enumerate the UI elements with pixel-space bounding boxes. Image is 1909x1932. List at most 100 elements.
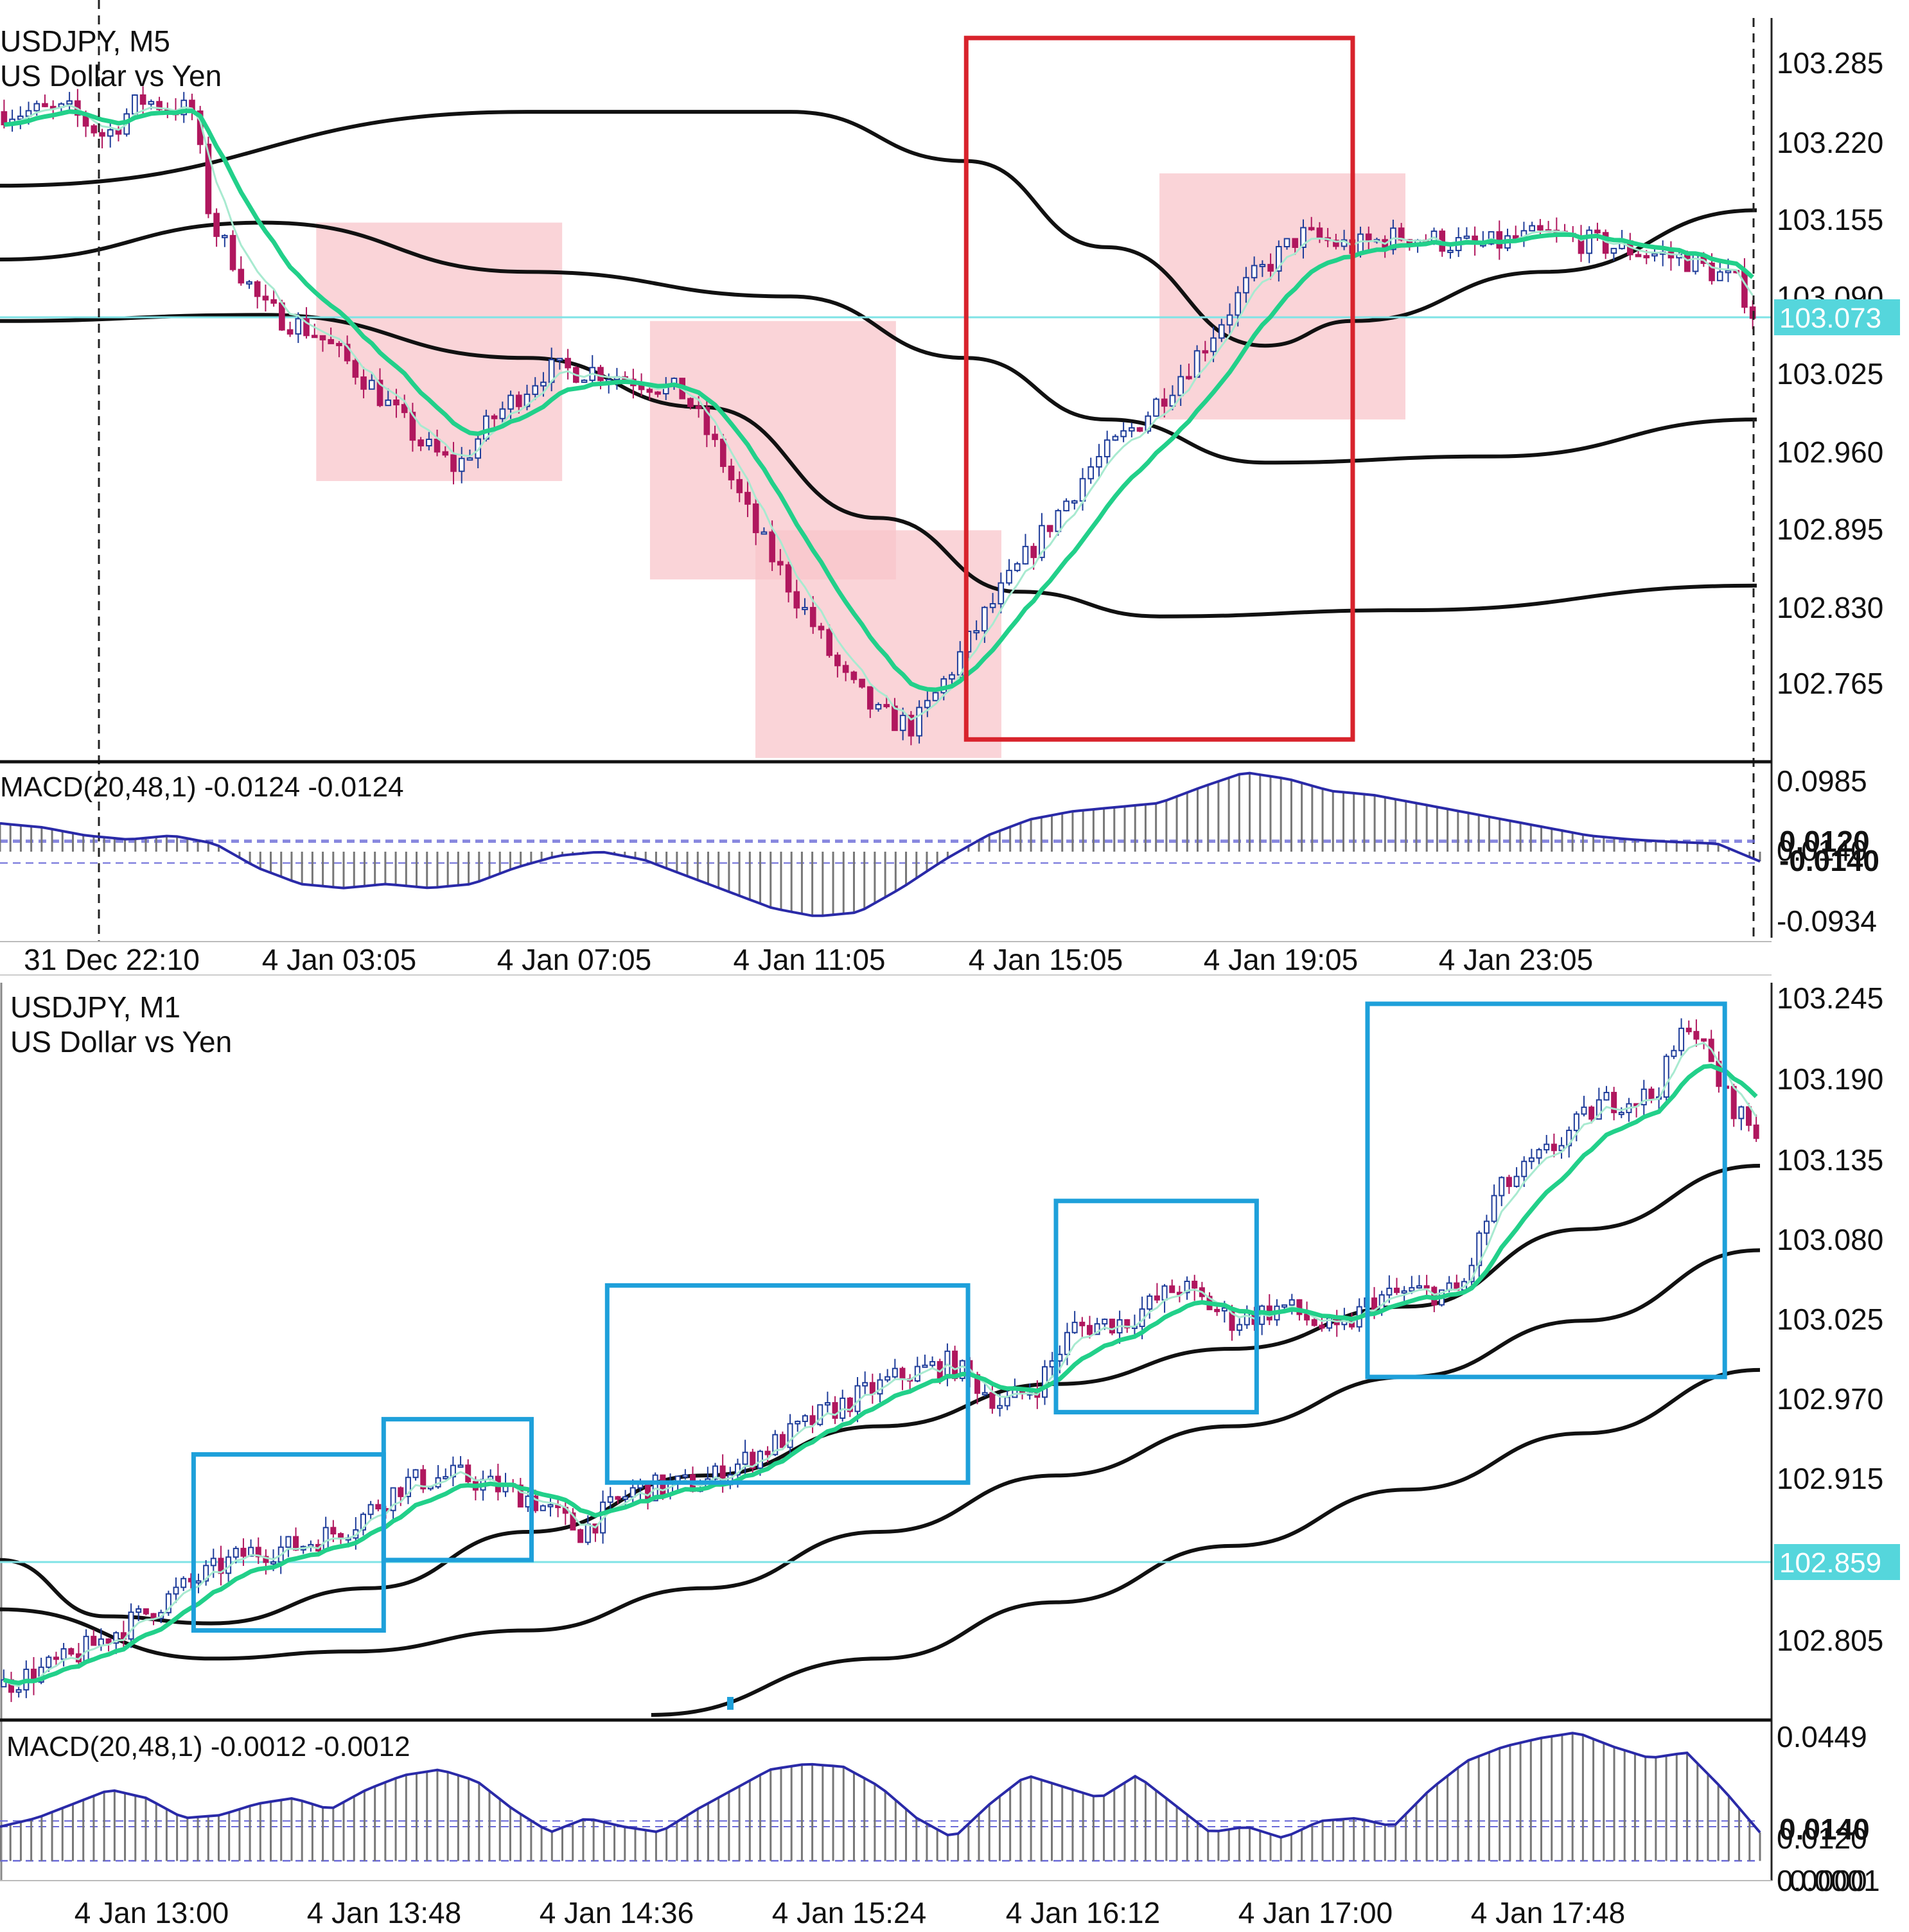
candle-body <box>1235 292 1242 316</box>
candle-body <box>1386 1287 1393 1296</box>
candle-body <box>270 1561 277 1565</box>
candle-body <box>523 393 531 407</box>
candle-body <box>1304 1313 1310 1321</box>
price-tick-103-025: 103.025 <box>1777 1303 1883 1336</box>
price-tick-103-220: 103.220 <box>1777 126 1883 159</box>
time-tick-7: 4 Jan 23:05 <box>1439 943 1593 976</box>
candle-body <box>195 1580 202 1584</box>
candle-body <box>233 1547 239 1558</box>
moving-average-3 <box>651 1367 1761 1717</box>
candle-body <box>66 100 73 105</box>
candle-body <box>1086 1324 1093 1335</box>
bottom-time-axis: 4 Jan 13:00 4 Jan 13:48 4 Jan 14:36 4 Jan 1… <box>75 1896 1625 1929</box>
candle-body <box>393 400 400 406</box>
candle-body <box>465 1464 471 1482</box>
candle-body <box>1221 1307 1227 1312</box>
candle-body <box>1087 466 1095 480</box>
candle-body <box>1678 1028 1685 1051</box>
top-time-axis: 31 Dec 22:10 4 Jan 03:05 4 Jan 07:05 4 Jan … <box>24 943 1593 976</box>
candle-body <box>1218 324 1225 339</box>
candle-body <box>1603 1091 1610 1101</box>
candle-body <box>442 451 449 456</box>
candle-body <box>547 1504 554 1507</box>
price-tick-103-190: 103.190 <box>1777 1062 1883 1096</box>
candle-body <box>1409 1287 1415 1292</box>
candle-body <box>180 1577 187 1588</box>
candle-body <box>1573 1113 1579 1131</box>
candle-body <box>150 1613 157 1619</box>
candle-body <box>1537 225 1544 231</box>
candle-body <box>1063 500 1069 512</box>
moving-average-2 <box>0 220 1757 465</box>
candle-body <box>1738 1106 1745 1120</box>
candle-body <box>1210 337 1217 353</box>
top-macd-axis-bottom: -0.0934 <box>1777 904 1877 938</box>
candle-body <box>629 1487 636 1498</box>
candle-body <box>1684 254 1691 272</box>
price-tick-102-805: 102.805 <box>1777 1624 1883 1657</box>
candle-body <box>1319 1324 1325 1329</box>
candle-body <box>248 1547 254 1557</box>
candle-body <box>1243 277 1249 294</box>
candle-body <box>1145 415 1152 432</box>
candle-body <box>443 1476 449 1480</box>
candle-body <box>899 1367 906 1380</box>
candle-body <box>1491 1195 1497 1222</box>
candle-body <box>1618 1112 1624 1116</box>
candle-body <box>336 342 342 346</box>
top-price-chart[interactable]: USDJPY, M5 US Dollar vs Yen <box>0 0 1772 942</box>
candle-body <box>1709 262 1715 281</box>
candle-body <box>367 1504 374 1515</box>
top-macd-axis-top: 0.0985 <box>1777 764 1867 798</box>
time-tick-6: 4 Jan 17:00 <box>1238 1896 1393 1929</box>
candle-body <box>1022 545 1029 565</box>
candle-body <box>1281 1304 1288 1308</box>
candle-body <box>1153 398 1159 417</box>
candle-body <box>466 457 473 461</box>
candle-body <box>1746 1106 1752 1126</box>
candle-body <box>1177 376 1184 396</box>
candle-body <box>303 318 310 337</box>
bottom-macd-level-label-4: 0.0001 <box>1790 1864 1880 1897</box>
candle-body <box>1104 439 1111 457</box>
candle-body <box>1296 1299 1303 1315</box>
candle-body <box>1161 1285 1168 1301</box>
candle-body <box>1202 350 1209 354</box>
candle-body <box>793 591 800 609</box>
time-tick-4: 4 Jan 11:05 <box>733 943 885 976</box>
candle-body <box>246 281 252 285</box>
candle-body <box>91 125 98 134</box>
candle-body <box>802 606 808 610</box>
candle-body <box>922 1364 928 1368</box>
candle-body <box>1365 233 1372 242</box>
candle-body <box>1551 1143 1557 1152</box>
candle-body <box>1701 1038 1707 1042</box>
candle-body <box>1521 1161 1527 1177</box>
bottom-price-chart[interactable]: USDJPY, M1 US Dollar vs Yen <box>0 990 1772 1717</box>
candle-body <box>703 407 710 435</box>
time-tick-4: 4 Jan 15:24 <box>772 1896 926 1929</box>
candle-body <box>515 394 522 407</box>
candle-body <box>655 391 661 395</box>
candle-body <box>892 705 898 732</box>
top-emas <box>4 104 1754 721</box>
candle-body <box>1610 247 1617 254</box>
candle-body <box>581 380 588 383</box>
candle-body <box>409 412 416 441</box>
bottom-macd-histogram <box>0 1733 1761 1861</box>
candle-body <box>597 367 604 382</box>
candle-body <box>270 299 277 304</box>
ema-slow-line <box>3 1064 1758 1685</box>
candle-body <box>924 699 931 708</box>
ema-fast-line <box>3 1042 1757 1687</box>
candle-body <box>1120 430 1127 437</box>
candle-body <box>779 1434 786 1448</box>
candle-body <box>210 1558 216 1567</box>
candle-body <box>540 382 547 387</box>
candle-body <box>1094 1323 1100 1335</box>
candle-body <box>1716 271 1723 281</box>
candle-body <box>859 678 865 688</box>
price-tick-102-830: 102.830 <box>1777 591 1883 624</box>
candle-body <box>319 335 326 340</box>
bottom-macd-level-label-2: 0.0120 <box>1777 1822 1867 1855</box>
